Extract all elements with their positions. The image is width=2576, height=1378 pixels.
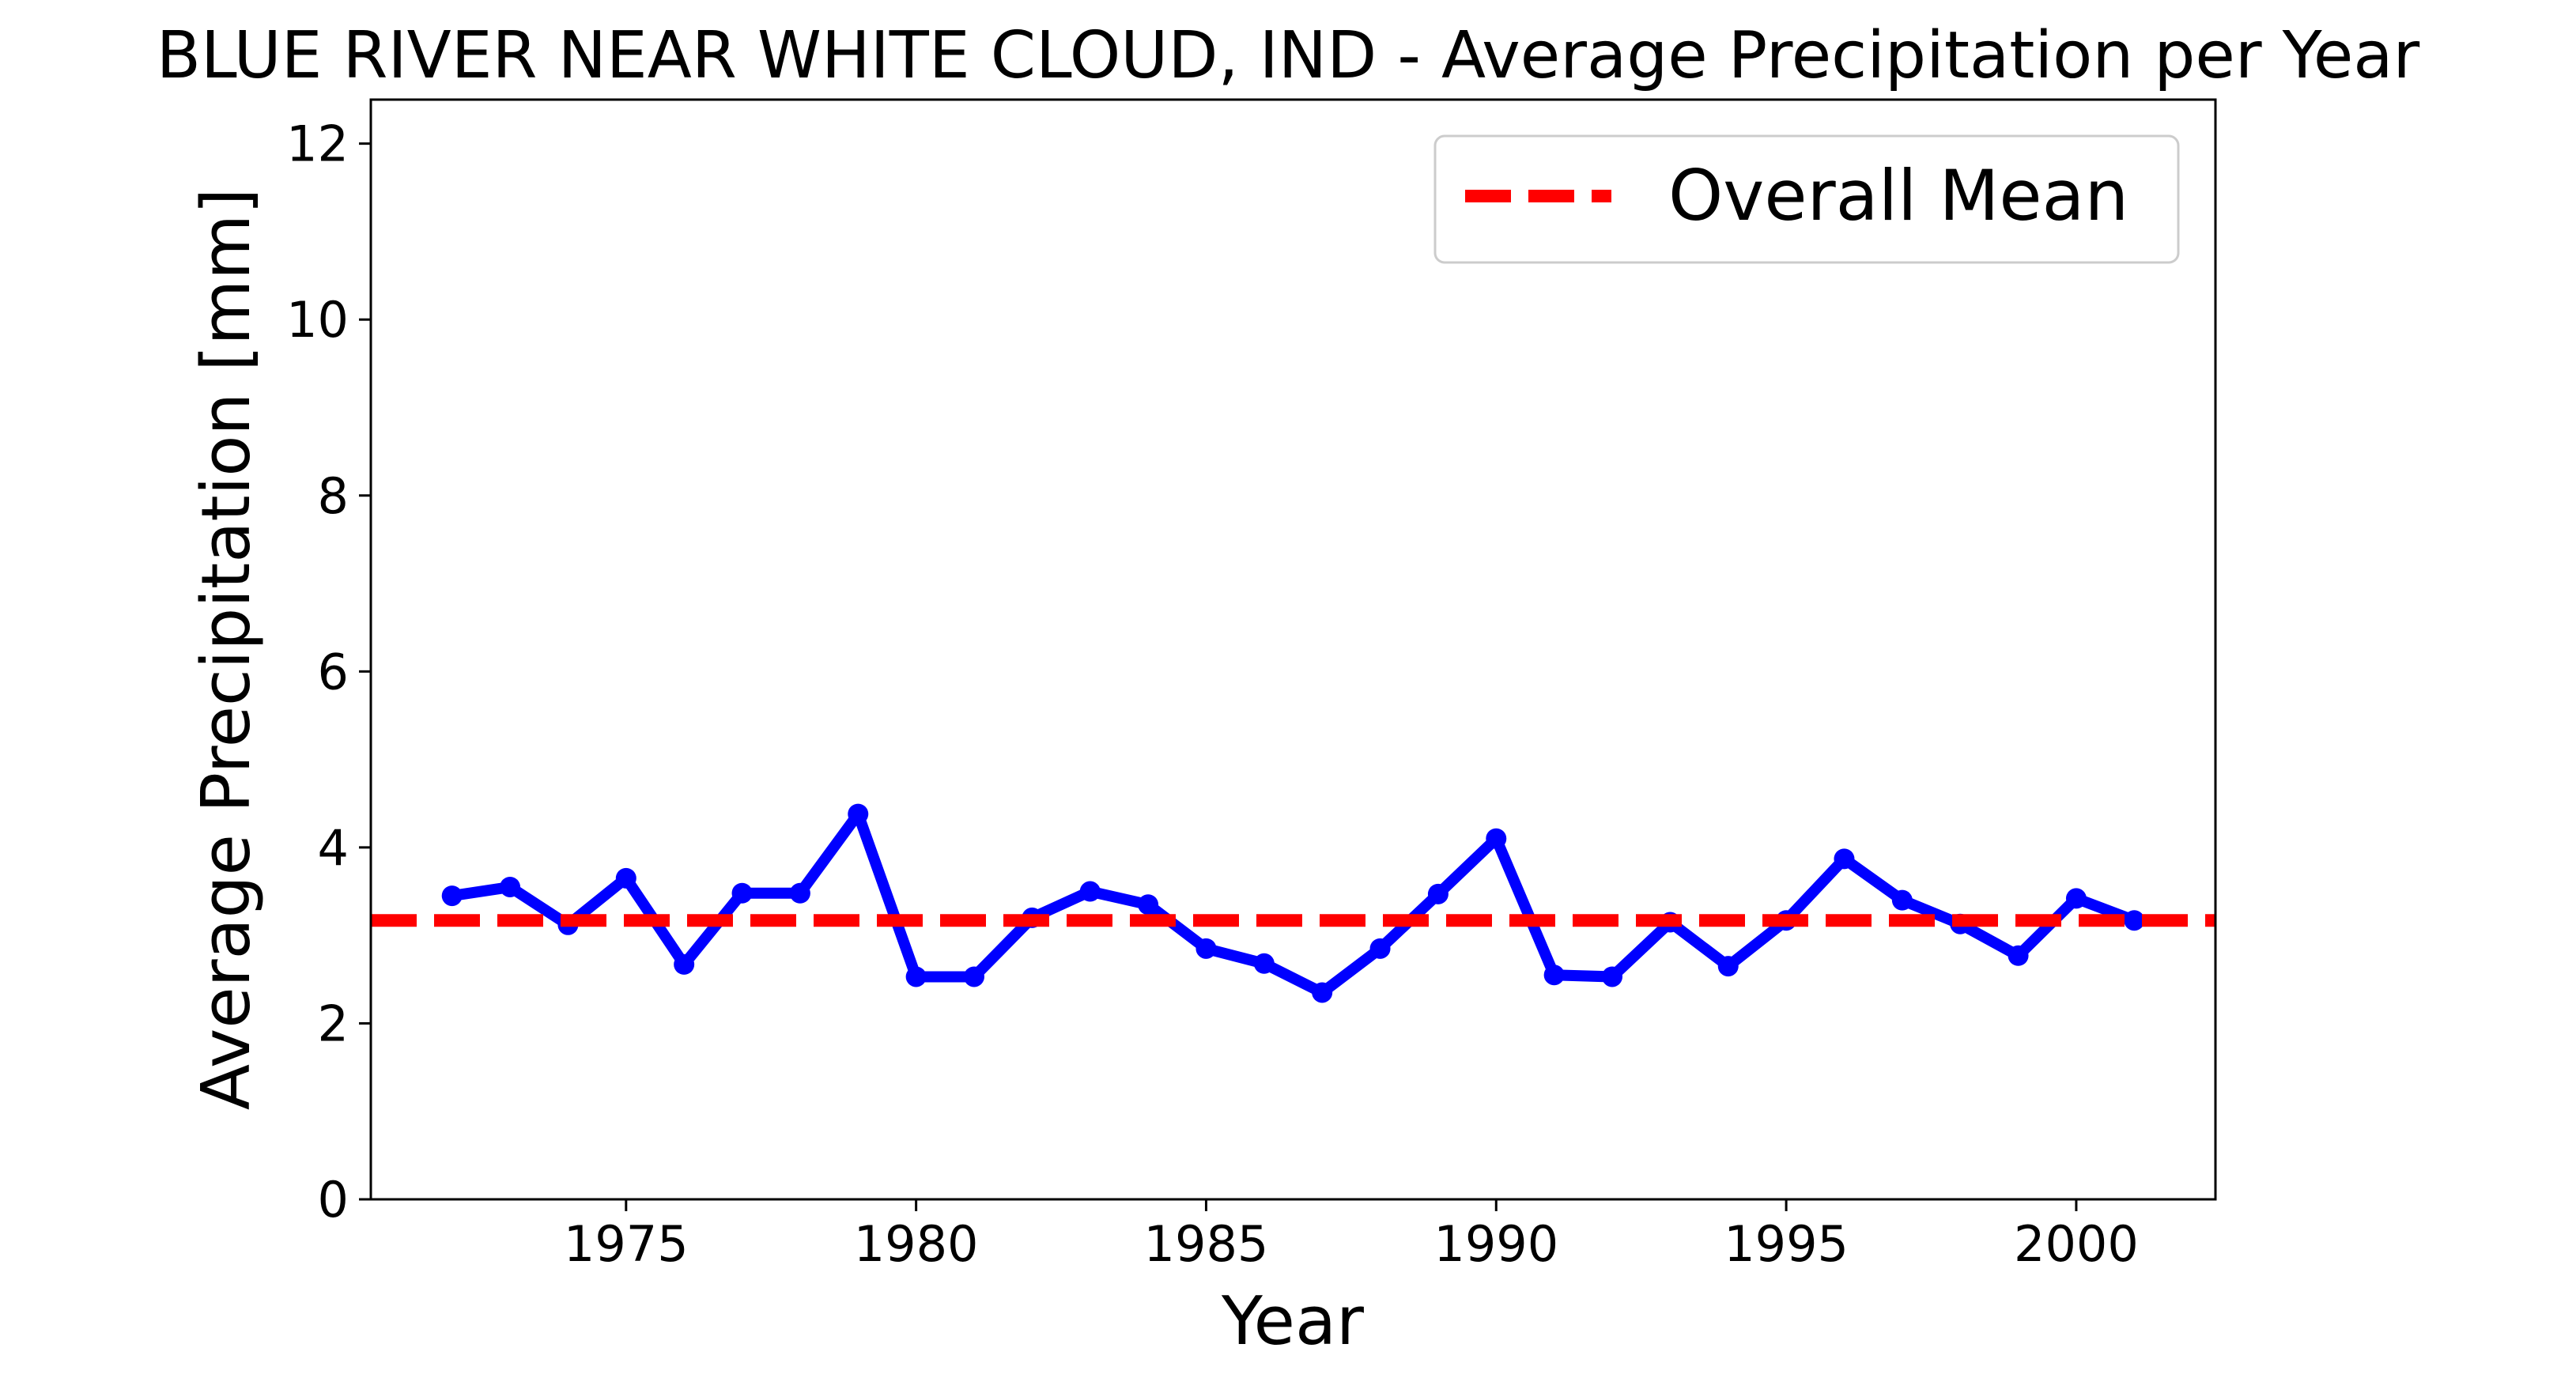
data-point [1543, 965, 1565, 986]
y-tick-label: 0 [318, 1171, 349, 1229]
legend: Overall Mean [1433, 134, 2180, 264]
data-point [1427, 883, 1449, 904]
y-tick-label: 10 [286, 291, 349, 349]
data-point [1834, 848, 1855, 870]
series-line [446, 808, 2140, 999]
data-point [1195, 938, 1217, 959]
x-axis: 1975 1980 1985 1990 1995 2000 [564, 1199, 2139, 1273]
x-tick-label: 1975 [564, 1215, 689, 1273]
data-point [1717, 956, 1739, 977]
data-point [789, 882, 810, 904]
x-tick-label: 1980 [854, 1215, 979, 1273]
data-point [2065, 888, 2087, 909]
data-point [905, 966, 927, 987]
data-point [2124, 910, 2145, 931]
data-point [1369, 938, 1391, 959]
data-point [963, 966, 984, 987]
legend-box [1433, 134, 2180, 264]
y-tick-label: 12 [286, 115, 349, 173]
y-axis: 0 2 4 6 8 10 12 [286, 115, 371, 1229]
legend-label-overall-mean: Overall Mean [1668, 155, 2128, 236]
plot-area [371, 803, 2215, 1003]
data-point [1253, 953, 1275, 974]
data-point [615, 867, 636, 889]
x-tick-label: 1990 [1433, 1215, 1558, 1273]
plot-frame [369, 98, 2217, 1201]
plot-series-group [371, 803, 2215, 1003]
data-point [1891, 889, 1913, 911]
data-point [848, 803, 869, 825]
y-tick-label: 6 [318, 643, 349, 700]
chart-title: BLUE RIVER NEAR WHITE CLOUD, IND - Avera… [157, 18, 2420, 93]
y-tick-label: 2 [318, 995, 349, 1052]
data-point [2008, 945, 2029, 966]
data-point [1138, 894, 1159, 916]
x-tick-label: 2000 [2014, 1215, 2139, 1273]
data-point [674, 953, 695, 975]
y-axis-label: Average Precipitation [mm] [187, 188, 266, 1110]
y-tick-label: 4 [318, 819, 349, 877]
data-point [500, 876, 521, 897]
data-point [1486, 828, 1507, 849]
data-point [1079, 881, 1101, 902]
x-tick-label: 1995 [1724, 1215, 1849, 1273]
data-point [731, 882, 753, 904]
x-tick-label: 1985 [1144, 1215, 1269, 1273]
data-point [1312, 982, 1333, 1003]
data-point [1602, 966, 1623, 987]
data-point [441, 885, 463, 907]
y-tick-label: 8 [318, 467, 349, 525]
x-axis-label: Year [1221, 1282, 1364, 1361]
